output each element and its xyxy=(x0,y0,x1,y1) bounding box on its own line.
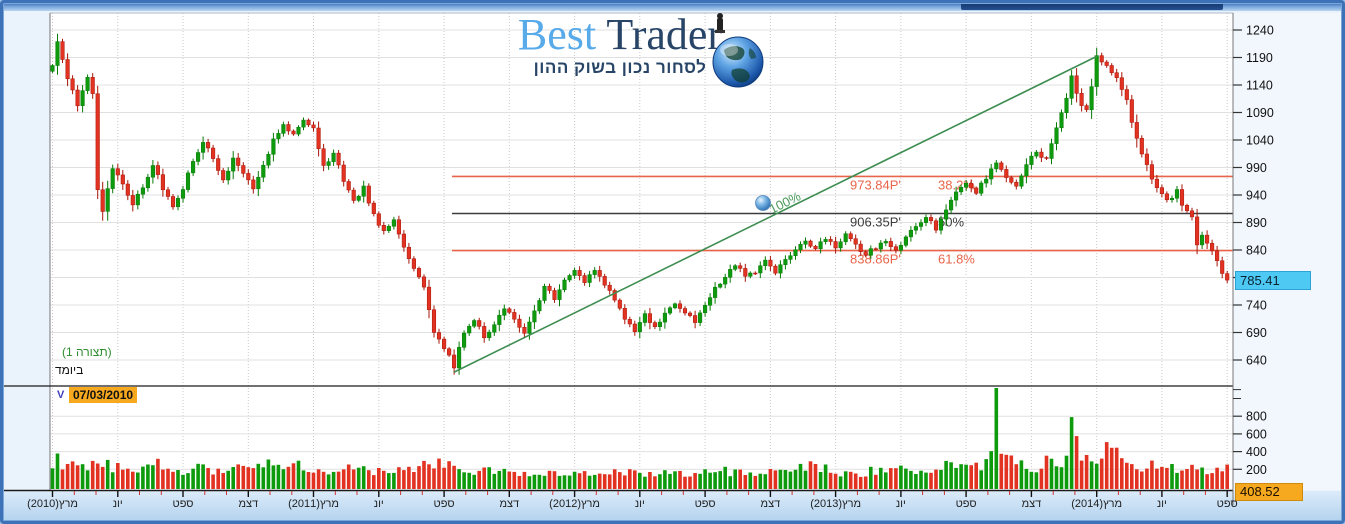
logo-brand-trader-text: Trader xyxy=(606,10,723,59)
svg-text:1140: 1140 xyxy=(1246,79,1273,93)
svg-text:400: 400 xyxy=(1246,445,1267,459)
date-tooltip: 07/03/2010 xyxy=(69,387,138,403)
logo-brand: Best Trader xyxy=(470,12,770,58)
fib-handle-orb[interactable] xyxy=(755,195,771,211)
date-tick-label: ספט xyxy=(433,498,455,510)
volume-bars xyxy=(50,388,1229,489)
price-axis: 1240119011401090104099094089084079074069… xyxy=(1233,24,1274,477)
svg-text:973.84P': 973.84P' xyxy=(850,177,901,192)
date-tick-label: יונ xyxy=(112,498,123,510)
svg-text:200: 200 xyxy=(1246,463,1267,477)
date-tick-label: מרץ(2014) xyxy=(1071,498,1123,510)
svg-text:1190: 1190 xyxy=(1246,51,1273,65)
date-ticks xyxy=(51,491,1228,497)
date-tick-label: מרץ(2012) xyxy=(549,498,600,510)
svg-text:838.86P': 838.86P' xyxy=(850,252,901,267)
date-tick-label: ספט xyxy=(1216,498,1238,510)
svg-text:800: 800 xyxy=(1246,410,1267,424)
svg-text:906.35P': 906.35P' xyxy=(850,215,901,230)
svg-text:840: 840 xyxy=(1246,244,1267,258)
globe-icon xyxy=(712,12,764,92)
fibonacci-levels[interactable]: 973.84P' 38.2%906.35P' 50%838.86P' 61.8% xyxy=(452,175,1233,267)
svg-text:690: 690 xyxy=(1246,326,1267,340)
svg-text:1040: 1040 xyxy=(1246,134,1274,148)
candles xyxy=(50,33,1230,375)
svg-text:600: 600 xyxy=(1246,427,1267,441)
svg-text:640: 640 xyxy=(1246,354,1267,368)
date-tick-label: דצמ xyxy=(1021,498,1042,510)
logo-brand-trader xyxy=(596,10,606,59)
date-tick-label: מרץ(2011) xyxy=(288,498,339,510)
titlebar xyxy=(1,0,1344,11)
formation-label: (תצורה 1) xyxy=(62,345,112,359)
instrument-name: ביומד xyxy=(55,363,84,377)
date-tick-label: מרץ(2010) xyxy=(27,498,78,510)
last-price-marker: 785.41 xyxy=(1235,271,1311,290)
date-tick-label: יונ xyxy=(1156,498,1167,510)
svg-text:1090: 1090 xyxy=(1246,106,1274,120)
date-tick-label: דצמ xyxy=(499,498,520,510)
date-tick-label: יונ xyxy=(373,498,384,510)
date-tick-label: מרץ(2013) xyxy=(810,498,861,510)
volume-series-label: V xyxy=(57,389,65,401)
date-tick-label: ספט xyxy=(172,498,194,510)
last-volume-marker: 408.52 xyxy=(1235,483,1303,501)
svg-text:1240: 1240 xyxy=(1246,24,1274,38)
date-tick-label: יונ xyxy=(895,498,906,510)
date-tick-label: דצמ xyxy=(238,498,259,510)
svg-text:61.8%: 61.8% xyxy=(938,252,975,267)
svg-text:990: 990 xyxy=(1246,161,1267,175)
date-tick-label: יונ xyxy=(634,498,645,510)
titlebar-scrollbar-thumb[interactable] xyxy=(961,1,1223,10)
logo-brand-best: Best xyxy=(517,10,597,59)
date-tick-label: ספט xyxy=(955,498,977,510)
gridlines xyxy=(50,13,1233,490)
logo-tagline: לסחור נכון בשוק ההון xyxy=(533,58,707,77)
date-tick-label: ספט xyxy=(694,498,716,510)
pane-borders xyxy=(4,12,1234,505)
svg-text:890: 890 xyxy=(1246,216,1267,230)
date-tick-label: דצמ xyxy=(760,498,781,510)
best-trader-logo: Best Trader לסחור נכון בשוק ההון xyxy=(470,12,770,78)
svg-text:740: 740 xyxy=(1246,299,1267,313)
svg-text:940: 940 xyxy=(1246,189,1267,203)
